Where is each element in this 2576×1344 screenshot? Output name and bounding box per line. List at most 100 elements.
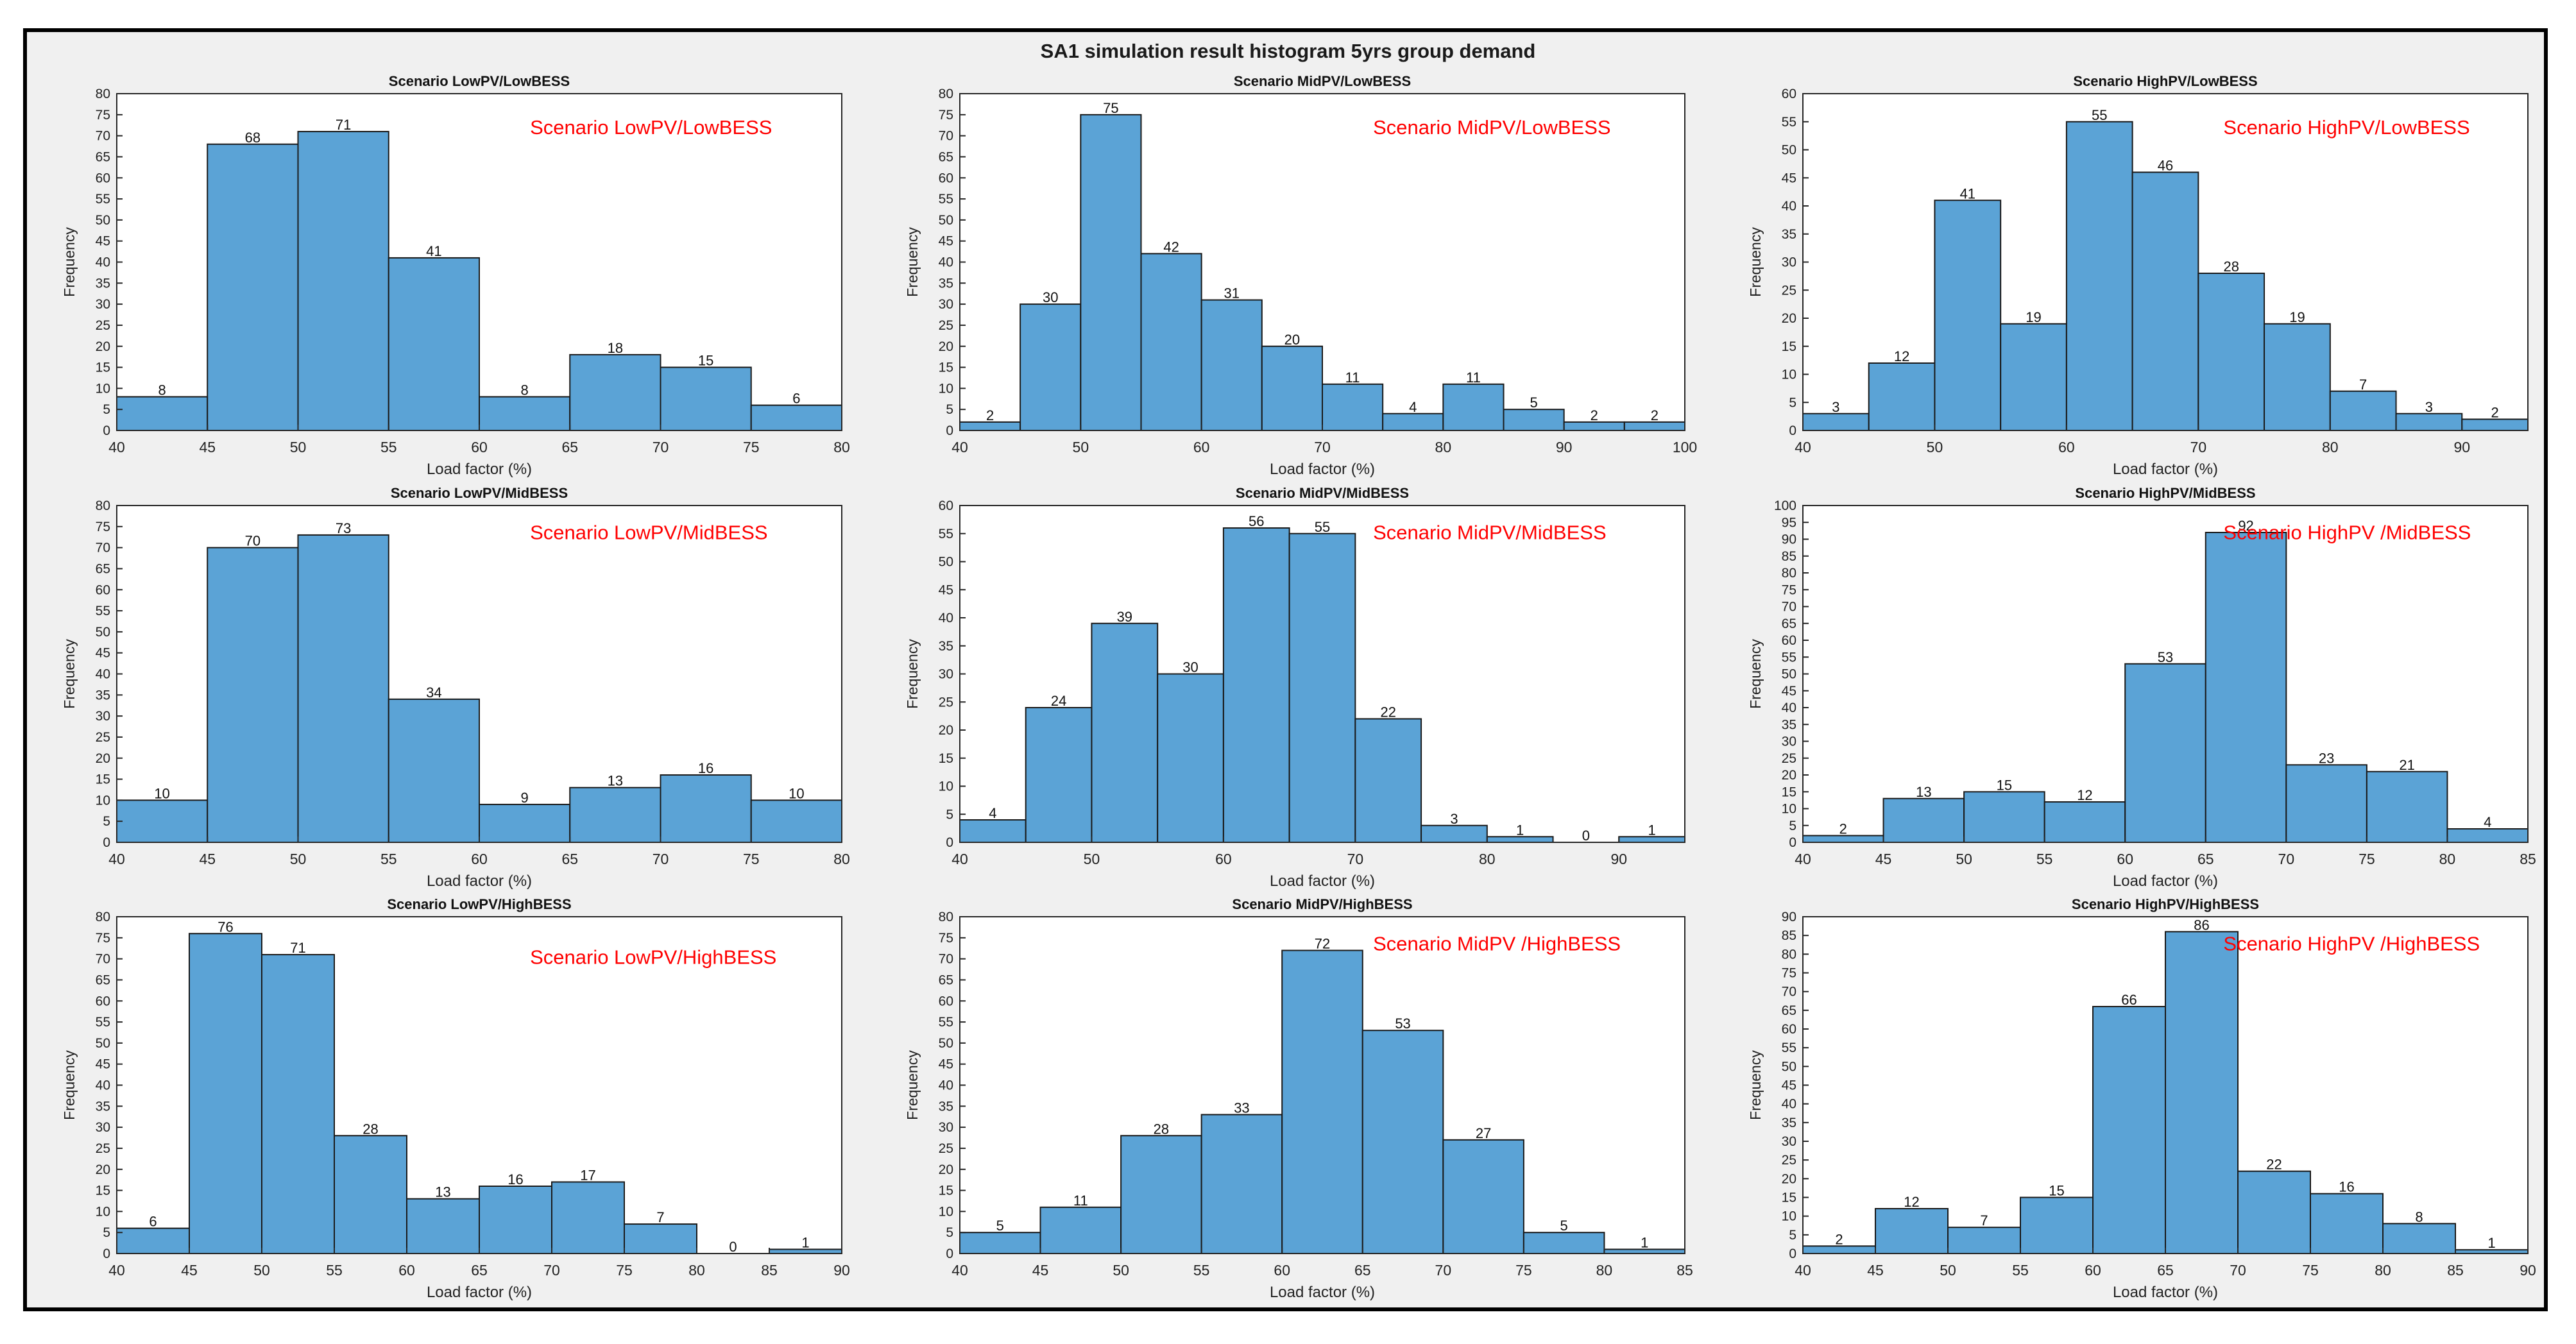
histogram-bar <box>2264 323 2331 431</box>
histogram-bar <box>2461 418 2529 431</box>
x-tick-label: 60 <box>471 851 488 867</box>
x-tick-label: 60 <box>1274 1262 1290 1279</box>
histogram-bar <box>1934 200 2002 431</box>
bar-value-label: 86 <box>2194 917 2209 933</box>
bar-value-label: 2 <box>1651 407 1659 423</box>
y-axis-label: Frequency <box>61 639 78 709</box>
bar-value-label: 55 <box>1315 519 1330 535</box>
histogram-panel: 2127156686221681051015202530354045505560… <box>1747 896 2536 1301</box>
y-tick-label: 45 <box>96 234 110 249</box>
histogram-bar <box>1963 791 2045 843</box>
histogram-bar <box>207 547 299 843</box>
histogram-bar <box>388 257 480 431</box>
y-tick-label: 55 <box>939 527 953 541</box>
x-tick-label: 45 <box>1032 1262 1049 1279</box>
y-tick-label: 40 <box>1782 701 1796 715</box>
y-tick-label: 50 <box>96 1036 110 1051</box>
histogram-bar <box>116 799 209 843</box>
x-tick-label: 85 <box>761 1262 778 1279</box>
histogram-bar <box>551 1181 625 1254</box>
y-tick-label: 40 <box>96 1078 110 1093</box>
y-tick-label: 10 <box>939 381 953 396</box>
histogram-bar <box>1200 299 1263 431</box>
y-tick-label: 45 <box>939 583 953 597</box>
y-tick-label: 80 <box>939 87 953 101</box>
y-tick-label: 50 <box>939 1036 953 1051</box>
y-tick-label: 20 <box>939 1162 953 1177</box>
y-tick-label: 65 <box>1782 617 1796 631</box>
x-tick-label: 55 <box>326 1262 343 1279</box>
histogram-bar <box>1802 413 1870 431</box>
bar-value-label: 11 <box>1345 370 1360 386</box>
y-tick-label: 25 <box>1782 751 1796 766</box>
histogram-bar <box>2205 532 2287 843</box>
x-tick-label: 45 <box>1875 851 1892 867</box>
y-tick-label: 55 <box>1782 1041 1796 1055</box>
y-tick-label: 10 <box>96 381 110 396</box>
bar-value-label: 5 <box>1530 395 1537 411</box>
bar-value-label: 9 <box>521 790 529 806</box>
x-tick-label: 80 <box>1596 1262 1613 1279</box>
y-tick-label: 80 <box>96 87 110 101</box>
y-tick-label: 75 <box>939 931 953 946</box>
x-tick-label: 55 <box>380 851 397 867</box>
bar-value-label: 1 <box>2487 1235 2495 1251</box>
scenario-annotation: Scenario HighPV /HighBESS <box>2223 933 2480 955</box>
y-tick-label: 25 <box>96 1141 110 1156</box>
x-tick-label: 65 <box>2197 851 2214 867</box>
histogram-bar <box>2124 663 2206 843</box>
bar-value-label: 1 <box>1641 1234 1648 1250</box>
y-tick-label: 75 <box>96 520 110 534</box>
y-tick-label: 70 <box>1782 600 1796 615</box>
histogram-bar <box>207 143 299 431</box>
histogram-bar <box>2065 121 2133 431</box>
y-tick-label: 60 <box>1782 633 1796 648</box>
bar-value-label: 8 <box>521 382 529 398</box>
panel-title: Scenario MidPV/MidBESS <box>1236 485 1409 501</box>
bar-value-label: 2 <box>1835 1231 1843 1247</box>
bar-value-label: 70 <box>245 533 260 549</box>
x-tick-label: 90 <box>1610 851 1627 867</box>
x-tick-label: 40 <box>1795 1262 1811 1279</box>
histogram-bar <box>116 396 209 431</box>
histogram-bar <box>2446 828 2529 843</box>
y-tick-label: 5 <box>946 1225 953 1240</box>
x-tick-label: 75 <box>743 851 760 867</box>
bar-value-label: 15 <box>1997 777 2012 793</box>
x-tick-label: 45 <box>1867 1262 1884 1279</box>
panel-title: Scenario LowPV/MidBESS <box>391 485 568 501</box>
x-tick-label: 75 <box>616 1262 633 1279</box>
y-tick-label: 65 <box>1782 1003 1796 1018</box>
y-tick-label: 55 <box>939 192 953 207</box>
y-tick-label: 0 <box>103 1246 110 1261</box>
y-tick-label: 20 <box>96 1162 110 1177</box>
y-tick-label: 10 <box>96 1204 110 1219</box>
histogram-bar <box>2395 413 2463 431</box>
y-tick-label: 25 <box>96 318 110 333</box>
bar-value-label: 2 <box>2491 405 2499 421</box>
y-tick-label: 45 <box>1782 1078 1796 1093</box>
y-tick-label: 45 <box>1782 684 1796 699</box>
y-tick-label: 0 <box>103 835 110 850</box>
y-axis-label: Frequency <box>904 1050 921 1120</box>
y-tick-label: 20 <box>1782 768 1796 783</box>
histogram-bar <box>1200 1114 1283 1254</box>
histogram-bar <box>569 353 661 431</box>
y-tick-label: 30 <box>96 1120 110 1135</box>
bar-value-label: 34 <box>426 685 441 701</box>
bar-value-label: 46 <box>2158 158 2173 174</box>
bar-value-label: 16 <box>2339 1179 2354 1195</box>
y-tick-label: 15 <box>939 751 953 766</box>
x-tick-label: 85 <box>1676 1262 1693 1279</box>
x-tick-label: 40 <box>108 851 125 867</box>
bar-value-label: 10 <box>154 785 169 801</box>
histogram-panel: 8687141818156051015202530354045505560657… <box>61 73 850 478</box>
x-tick-label: 80 <box>833 439 850 455</box>
x-tick-label: 40 <box>1795 439 1811 455</box>
bar-value-label: 27 <box>1476 1125 1491 1141</box>
y-tick-label: 35 <box>1782 1116 1796 1130</box>
histogram-bar <box>1875 1208 1949 1254</box>
scenario-annotation: Scenario HighPV/LowBESS <box>2223 116 2469 139</box>
y-tick-label: 15 <box>1782 339 1796 354</box>
